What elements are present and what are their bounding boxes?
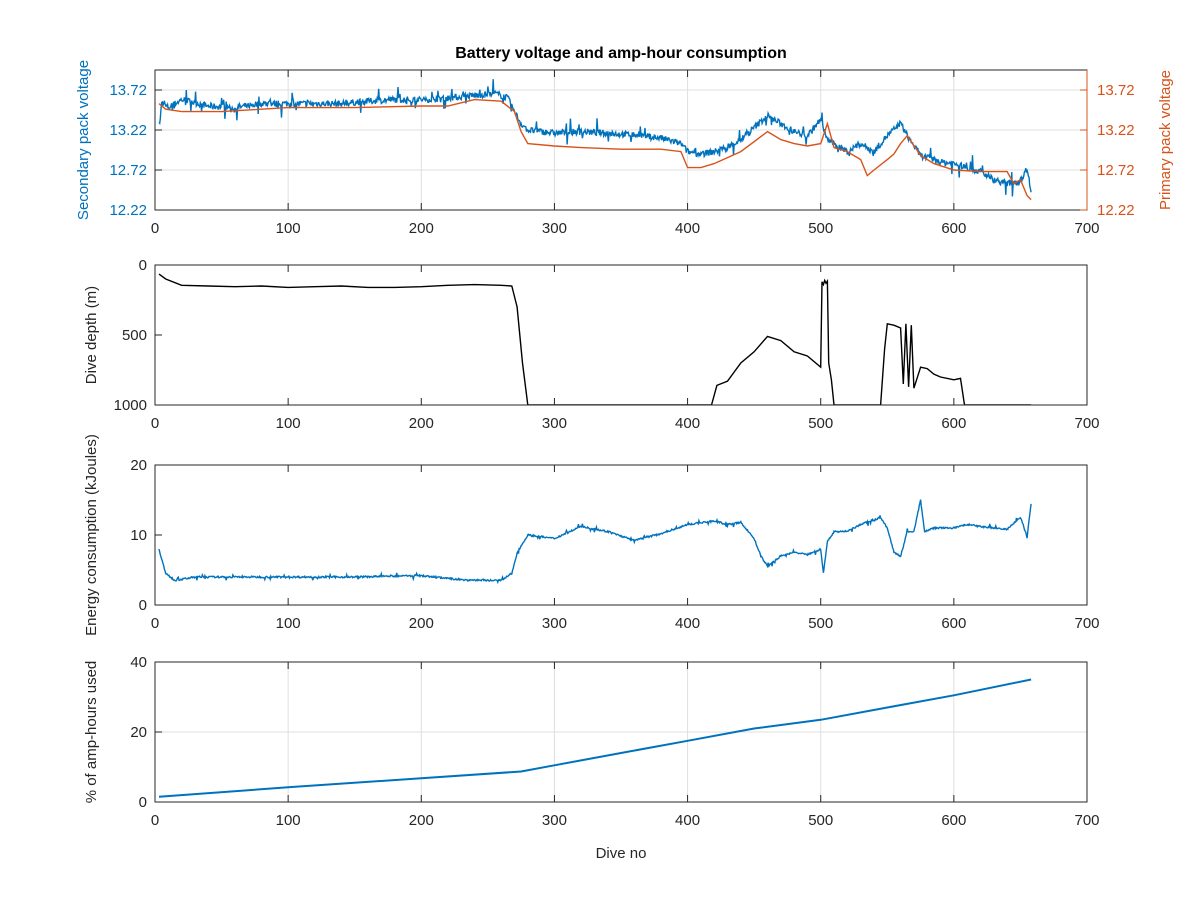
y-axis-label: Secondary pack voltage [75,60,92,220]
x-tick-label: 600 [941,615,966,632]
x-tick-label: 0 [151,220,159,237]
x-tick-label: 200 [409,220,434,237]
plot-area [155,265,1087,405]
y-tick-label: 12.72 [109,162,147,179]
x-tick-label: 600 [941,812,966,829]
y-tick-label: 20 [130,457,147,474]
x-tick-label: 100 [276,220,301,237]
y-tick-label: 40 [130,654,147,671]
x-tick-label: 100 [276,812,301,829]
y-axis-label-right: Primary pack voltage [1157,70,1174,210]
y-tick-label: 13.72 [109,82,147,99]
y-tick-label: 20 [130,724,147,741]
y-tick-label-right: 13.22 [1097,122,1135,139]
x-tick-label: 500 [808,220,833,237]
y-tick-label: 0 [139,597,147,614]
x-tick-label: 200 [409,812,434,829]
x-tick-label: 100 [276,615,301,632]
x-tick-label: 700 [1074,812,1099,829]
series-line-1 [158,79,1032,197]
y-tick-label: 12.22 [109,202,147,219]
x-tick-label: 400 [675,415,700,432]
y-tick-label: 0 [139,794,147,811]
y-tick-label-right: 12.72 [1097,162,1135,179]
y-tick-label: 10 [130,527,147,544]
x-axis-label: Dive no [596,845,647,862]
x-tick-label: 0 [151,615,159,632]
subplot-4: 0 100 200 300 400 500 600 700 0 20 40 % of amp-hour… [83,654,1100,829]
y-axis-label: Dive depth (m) [83,286,100,384]
x-tick-label: 0 [151,812,159,829]
panels: 0 100 200 300 400 500 600 70012.2212.7213.2213.… [75,60,1174,829]
subplot-2: 0 100 200 300 400 500 600 700 0 500 1000 Dive depth… [83,257,1100,432]
x-tick-label: 200 [409,615,434,632]
y-tick-label: 13.22 [109,122,147,139]
series-line-1 [158,678,1032,798]
y-tick-label: 1000 [114,397,147,414]
x-tick-label: 700 [1074,220,1099,237]
x-tick-label: 700 [1074,415,1099,432]
x-tick-label: 600 [941,220,966,237]
x-tick-label: 600 [941,415,966,432]
y-tick-label: 0 [139,257,147,274]
subplot-3: 0 100 200 300 400 500 600 700 0 10 20 Energy consum… [83,434,1100,636]
figure-title: Battery voltage and amp-hour consumption [455,45,787,62]
x-tick-label: 300 [542,615,567,632]
series-line-2 [158,98,1032,201]
x-tick-label: 400 [675,812,700,829]
y-axis-label: % of amp-hours used [83,661,100,804]
y-tick-label: 500 [122,327,147,344]
x-tick-label: 0 [151,415,159,432]
y-tick-label-right: 13.72 [1097,82,1135,99]
x-tick-label: 400 [675,220,700,237]
y-axis-label: Energy consumption (kJoules) [83,434,100,636]
x-tick-label: 700 [1074,615,1099,632]
x-tick-label: 500 [808,415,833,432]
y-tick-label-right: 12.22 [1097,202,1135,219]
series-line-1 [158,273,1032,405]
x-tick-label: 300 [542,812,567,829]
plot-area [155,465,1087,605]
subplot-1: 0 100 200 300 400 500 600 70012.2212.7213.2213.… [75,60,1174,237]
x-tick-label: 400 [675,615,700,632]
x-tick-label: 500 [808,615,833,632]
plot-area [155,70,1087,210]
series-line-1 [158,499,1032,585]
x-tick-label: 500 [808,812,833,829]
x-tick-label: 300 [542,220,567,237]
x-tick-label: 200 [409,415,434,432]
x-tick-label: 300 [542,415,567,432]
x-tick-label: 100 [276,415,301,432]
